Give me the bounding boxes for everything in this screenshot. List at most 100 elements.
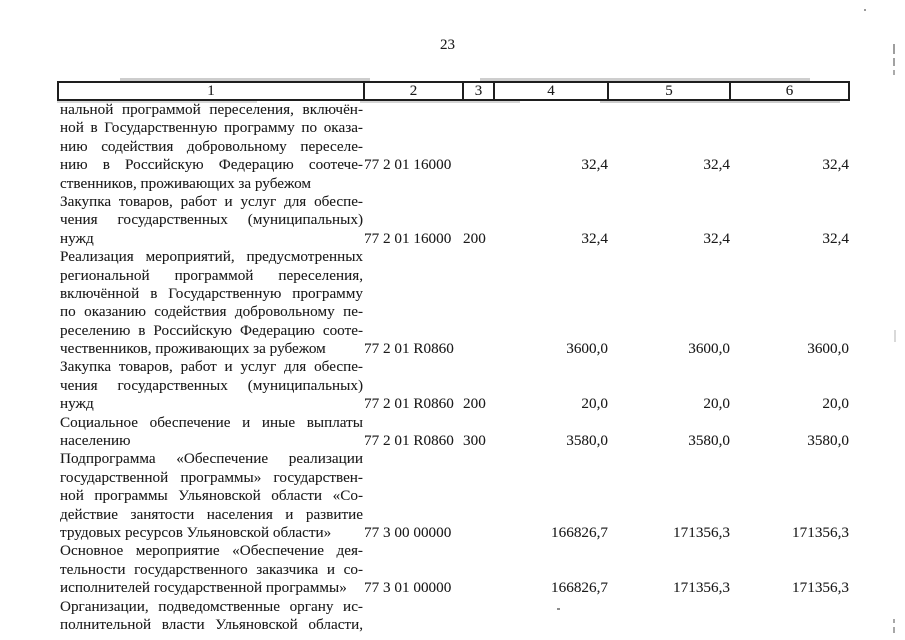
amount-col4-cell: 32,4 (581, 156, 608, 174)
program-name-line: Основное мероприятие «Обеспечение дея- (60, 542, 363, 560)
expense-type-cell (463, 248, 494, 358)
table-row: Реализация мероприятий, предусмотренных р… (58, 248, 849, 358)
program-name-cell: нальной программой переселения, включён-… (58, 100, 364, 193)
amount-col5-cell: 171356,3 (673, 523, 730, 541)
table-header-row: 1 2 3 4 5 6 (57, 81, 850, 101)
amount-col5-cell: 171356,3 (673, 579, 730, 597)
amount-col4-cell: 20,0 (581, 395, 608, 413)
column-header-3: 3 (462, 81, 495, 101)
amount-col6-cell: 20,0 (822, 395, 849, 413)
expense-type-cell (463, 450, 494, 542)
program-name-line: Закупка товаров, работ и услуг для обесп… (60, 192, 363, 210)
program-name-line: полнительной власти Ульяновской области, (60, 615, 363, 633)
scan-speck (893, 627, 895, 633)
table-row: Социальное обеспечение и иные выплаты нас… (58, 414, 849, 451)
table-row: Основное мероприятие «Обеспечение дея-те… (58, 542, 849, 597)
column-header-2: 2 (363, 81, 464, 101)
column-header-6: 6 (729, 81, 850, 101)
program-name-line: нальной программой переселения, включён- (60, 101, 363, 118)
expense-type-cell (463, 100, 494, 193)
program-name-line: тельности государственного заказчика и с… (60, 560, 363, 578)
amount-col6-cell: 32,4 (822, 156, 849, 174)
budget-code-cell: 77 2 01 16000 (364, 156, 452, 174)
program-name-line: чения государственных (муниципальных) (60, 376, 363, 394)
table-row: Организации, подведомственные органу ис-… (58, 598, 849, 635)
amount-col5-cell: 32,4 (703, 156, 730, 174)
scan-speck (893, 619, 895, 623)
program-name-cell: Организации, подведомственные органу ис-… (58, 598, 364, 635)
program-name-line: исполнителей государственной программы» (60, 579, 347, 597)
amount-col5-cell (608, 598, 730, 635)
amount-col5-cell: 32,4 (703, 229, 730, 247)
budget-code-cell: 77 3 00 00000 (364, 523, 452, 541)
expense-type-cell (463, 542, 494, 597)
budget-code-cell: 77 2 01 16000 (364, 229, 452, 247)
program-name-line: региональной программой переселения, (60, 266, 363, 284)
table-row: Закупка товаров, работ и услуг для обесп… (58, 358, 849, 413)
budget-code-cell: 77 2 01 R0860 (364, 340, 454, 358)
program-name-line: ной программы Ульяновской области «Со- (60, 487, 363, 505)
scan-speck (893, 58, 895, 66)
program-name-cell: Реализация мероприятий, предусмотренных р… (58, 248, 364, 358)
expense-type-cell (463, 598, 494, 635)
table-row: Подпрограмма «Обеспечение реализации госу… (58, 450, 849, 542)
program-name-cell: Подпрограмма «Обеспечение реализации госу… (58, 450, 364, 542)
amount-col4-cell (494, 598, 608, 635)
program-name-line: нужд (60, 229, 94, 247)
budget-code-cell: 77 2 01 R0860 (364, 432, 454, 450)
program-name-line: нужд (60, 395, 94, 413)
budget-code-cell: 77 2 01 R0860 (364, 395, 454, 413)
scan-speck (894, 330, 896, 342)
expense-type-cell: 300 (463, 432, 486, 450)
amount-col5-cell: 3580,0 (688, 432, 730, 450)
program-name-line: Закупка товаров, работ и услуг для обесп… (60, 358, 363, 376)
budget-code-cell: 77 3 01 00000 (364, 579, 452, 597)
amount-col6-cell: 171356,3 (792, 579, 849, 597)
amount-col6-cell: 32,4 (822, 229, 849, 247)
program-name-line: Организации, подведомственные органу ис- (60, 597, 363, 615)
amount-col4-cell: 166826,7 (551, 579, 608, 597)
amount-col5-cell: 3600,0 (688, 340, 730, 358)
program-name-cell: Социальное обеспечение и иные выплаты нас… (58, 414, 364, 451)
budget-code-cell (364, 598, 463, 635)
program-name-line: Социальное обеспечение и иные выплаты (60, 413, 363, 431)
program-name-line: государственной программы» государствен- (60, 468, 363, 486)
program-name-line: действие занятости населения и развитие (60, 505, 363, 523)
table-row: нальной программой переселения, включён-… (58, 100, 849, 193)
amount-col6-cell (730, 598, 849, 635)
page-number: 23 (440, 37, 455, 53)
amount-col4-cell: 3580,0 (566, 432, 608, 450)
expense-type-cell: 200 (463, 395, 486, 413)
program-name-line: Подпрограмма «Обеспечение реализации (60, 450, 363, 468)
program-name-line: Реализация мероприятий, предусмотренных (60, 248, 363, 266)
amount-col5-cell: 20,0 (703, 395, 730, 413)
column-header-4: 4 (493, 81, 609, 101)
program-name-line: чения государственных (муниципальных) (60, 211, 363, 229)
amount-col4-cell: 32,4 (581, 229, 608, 247)
program-name-line: нию в Российскую Федерацию соотече- (60, 156, 363, 174)
program-name-line: по оказанию содействия добровольному пе- (60, 303, 363, 321)
program-name-line: населению (60, 432, 131, 450)
program-name-cell: Закупка товаров, работ и услуг для обесп… (58, 358, 364, 413)
amount-col4-cell: 166826,7 (551, 523, 608, 541)
amount-col6-cell: 3600,0 (807, 340, 849, 358)
program-name-line: трудовых ресурсов Ульяновской области» (60, 523, 332, 541)
amount-col6-cell: 3580,0 (807, 432, 849, 450)
program-name-cell: Основное мероприятие «Обеспечение дея-те… (58, 542, 364, 597)
expense-type-cell: 200 (463, 229, 486, 247)
program-name-line: чественников, проживающих за рубежом (60, 340, 326, 358)
column-header-1: 1 (57, 81, 365, 101)
table-body: нальной программой переселения, включён-… (58, 100, 849, 634)
program-name-line: ственников, проживающих за рубежом (60, 174, 311, 192)
program-name-cell: Закупка товаров, работ и услуг для обесп… (58, 193, 364, 248)
program-name-line: ной в Государственную программу по оказа… (60, 119, 363, 137)
program-name-line: нию содействия добровольному переселе- (60, 137, 363, 155)
amount-col4-cell: 3600,0 (566, 340, 608, 358)
program-name-line: включённой в Государственную программу (60, 284, 363, 302)
scan-speck (864, 9, 866, 11)
program-name-line: реселению в Российскую Федерацию сооте- (60, 321, 363, 339)
budget-table: 1 2 3 4 5 6 нальной программой переселен… (57, 81, 850, 634)
table-row: Закупка товаров, работ и услуг для обесп… (58, 193, 849, 248)
column-header-5: 5 (607, 81, 731, 101)
